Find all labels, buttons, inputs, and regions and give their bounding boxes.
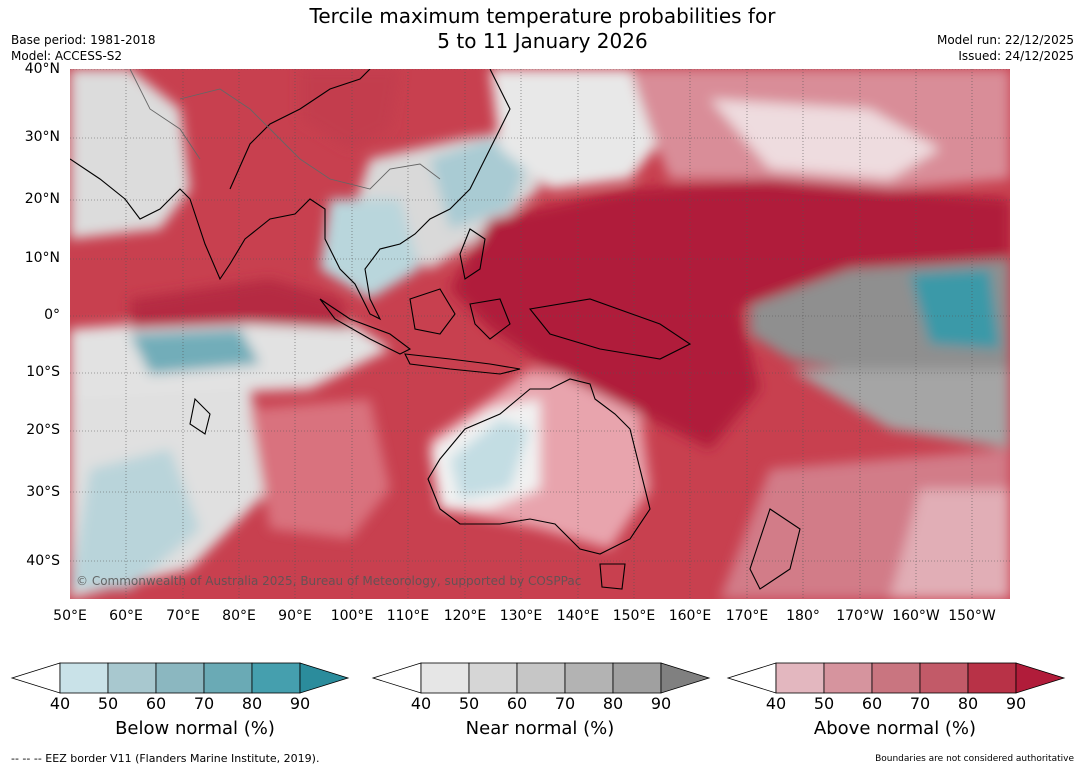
colorbar-tick-label: 90 xyxy=(650,694,672,713)
colorbar-tick-label: 90 xyxy=(289,694,311,713)
map-title: Tercile maximum temperature probabilitie… xyxy=(0,4,1085,54)
colorbar-above-normal xyxy=(726,662,1066,694)
lon-label-50e: 50°E xyxy=(53,608,87,624)
colorbars xyxy=(10,662,1066,694)
colorbar-segment xyxy=(564,662,614,694)
lat-label-40n: 40°N xyxy=(24,61,60,77)
lon-label-110e: 110°E xyxy=(386,608,430,624)
lon-label-60e: 60°E xyxy=(109,608,143,624)
boundaries-disclaimer: Boundaries are not considered authoritat… xyxy=(875,754,1074,764)
lat-label-30n: 30°N xyxy=(24,129,60,145)
colorbar-tick-label: 70 xyxy=(909,694,931,713)
colorbar-segment xyxy=(371,662,422,694)
lon-label-170w: 170°W xyxy=(836,608,884,624)
probability-field xyxy=(70,69,1010,599)
probability-map xyxy=(70,69,1010,599)
colorbar-segment xyxy=(155,662,205,694)
colorbar-segment xyxy=(871,662,921,694)
lat-label-20s: 20°S xyxy=(26,422,60,438)
colorbar-tick-label: 80 xyxy=(957,694,979,713)
lat-label-0: 0° xyxy=(44,307,60,323)
colorbar-segment xyxy=(59,662,109,694)
colorbar-tick-label: 60 xyxy=(861,694,883,713)
colorbar-tick-label: 60 xyxy=(506,694,528,713)
colorbar-near-normal xyxy=(371,662,711,694)
base-period: Base period: 1981-2018 xyxy=(11,33,156,47)
colorbar-segment xyxy=(468,662,518,694)
colorbar-tick-label: 40 xyxy=(765,694,787,713)
lat-label-10n: 10°N xyxy=(24,250,60,266)
colorbar-tick-label: 80 xyxy=(241,694,263,713)
lon-label-180: 180° xyxy=(786,608,820,624)
colorbar-segment xyxy=(1015,662,1066,694)
above-normal-title: Above normal (%) xyxy=(813,718,977,739)
meta-right: Model run: 22/12/2025 Issued: 24/12/2025 xyxy=(937,32,1074,64)
issued-date: Issued: 24/12/2025 xyxy=(958,49,1074,63)
colorbar-tick-label: 50 xyxy=(97,694,119,713)
meta-left: Base period: 1981-2018 Model: ACCESS-S2 xyxy=(11,32,156,64)
colorbar-segment xyxy=(775,662,825,694)
colorbar-segment xyxy=(10,662,61,694)
colorbar-segment xyxy=(660,662,711,694)
lat-label-20n: 20°N xyxy=(24,191,60,207)
colorbar-below-normal xyxy=(10,662,350,694)
title-line-2: 5 to 11 January 2026 xyxy=(437,29,648,53)
colorbar-segment xyxy=(967,662,1017,694)
lon-label-80e: 80°E xyxy=(222,608,256,624)
title-line-1: Tercile maximum temperature probabilitie… xyxy=(309,4,776,28)
lat-label-40s: 40°S xyxy=(26,553,60,569)
near-normal-title: Near normal (%) xyxy=(465,718,615,739)
lon-label-100e: 100°E xyxy=(330,608,374,624)
lon-label-130e: 130°E xyxy=(499,608,543,624)
colorbar-tick-label: 70 xyxy=(554,694,576,713)
lat-label-30s: 30°S xyxy=(26,484,60,500)
lon-label-160w: 160°W xyxy=(892,608,940,624)
lon-label-150e: 150°E xyxy=(612,608,656,624)
eez-border-note: -- -- -- EEZ border V11 (Flanders Marine… xyxy=(11,752,320,765)
colorbar-tick-label: 50 xyxy=(458,694,480,713)
coastlines xyxy=(70,69,801,590)
colorbar-segment xyxy=(251,662,301,694)
colorbar-tick-label: 70 xyxy=(193,694,215,713)
colorbar-segment xyxy=(612,662,662,694)
colorbar-segment xyxy=(919,662,969,694)
lon-label-160e: 160°E xyxy=(668,608,712,624)
lon-label-70e: 70°E xyxy=(166,608,200,624)
graticule xyxy=(70,69,1010,599)
lat-label-10s: 10°S xyxy=(26,364,60,380)
colorbar-tick-label: 60 xyxy=(145,694,167,713)
colorbar-tick-label: 40 xyxy=(49,694,71,713)
model-name: Model: ACCESS-S2 xyxy=(11,49,123,63)
model-run: Model run: 22/12/2025 xyxy=(936,33,1074,47)
lon-label-170e: 170°E xyxy=(725,608,769,624)
colorbar-segment xyxy=(420,662,470,694)
lon-label-90e: 90°E xyxy=(278,608,312,624)
copyright-credit: © Commonwealth of Australia 2025, Bureau… xyxy=(76,574,582,588)
colorbar-tick-label: 80 xyxy=(602,694,624,713)
borders xyxy=(129,69,441,190)
colorbar-tick-label: 90 xyxy=(1005,694,1027,713)
colorbar-segment xyxy=(107,662,157,694)
colorbar-segment xyxy=(516,662,566,694)
below-normal-title: Below normal (%) xyxy=(115,718,275,739)
colorbar-segment xyxy=(299,662,350,694)
colorbar-segment xyxy=(823,662,873,694)
colorbar-tick-label: 40 xyxy=(410,694,432,713)
lon-label-120e: 120°E xyxy=(443,608,487,624)
lon-label-140e: 140°E xyxy=(556,608,600,624)
colorbar-segment xyxy=(203,662,253,694)
colorbar-segment xyxy=(726,662,777,694)
lon-label-150w: 150°W xyxy=(948,608,996,624)
colorbar-tick-label: 50 xyxy=(813,694,835,713)
